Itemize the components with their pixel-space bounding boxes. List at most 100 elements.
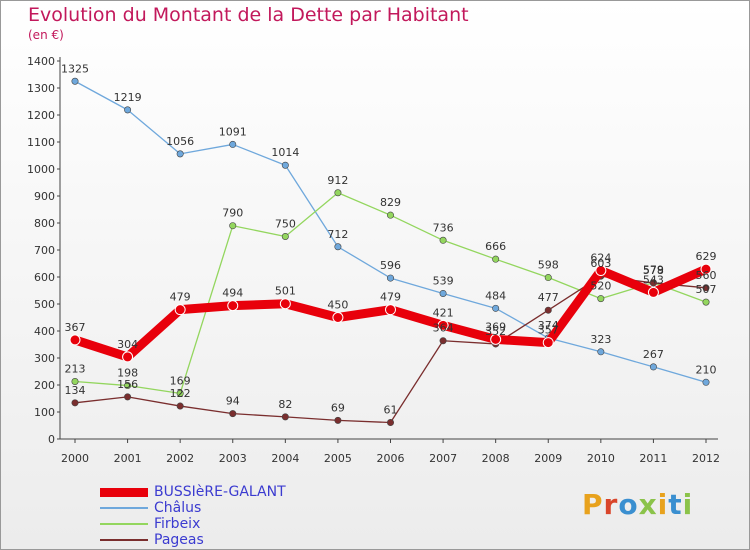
data-point-1: [386, 274, 394, 282]
data-label: 494: [222, 287, 243, 300]
x-tick-label: 2010: [587, 452, 615, 465]
data-point-2: [71, 377, 79, 385]
data-point-0: [647, 286, 659, 298]
y-tick-label: 500: [34, 298, 55, 311]
logo-letter: i: [657, 488, 669, 521]
x-tick-label: 2000: [61, 452, 89, 465]
data-label: 122: [170, 387, 191, 400]
data-label: 598: [538, 259, 559, 272]
data-point-0: [700, 263, 712, 275]
data-point-0: [542, 337, 554, 349]
data-label: 213: [65, 362, 86, 375]
y-tick-label: 600: [34, 271, 55, 284]
x-tick-label: 2011: [639, 452, 667, 465]
legend-item: Firbeix: [100, 516, 286, 532]
data-point-3: [176, 402, 184, 410]
y-tick-label: 100: [34, 406, 55, 419]
y-tick-label: 900: [34, 190, 55, 203]
data-point-2: [597, 295, 605, 303]
data-label: 750: [275, 218, 296, 231]
legend-label-firbeix: Firbeix: [154, 516, 201, 532]
chart-subtitle: (en €): [28, 28, 64, 42]
data-label: 539: [433, 274, 454, 287]
data-label: 352: [485, 325, 506, 338]
data-point-3: [386, 419, 394, 427]
data-point-1: [281, 161, 289, 169]
data-point-0: [490, 333, 502, 345]
data-label: 712: [327, 228, 348, 241]
data-label: 82: [278, 398, 292, 411]
data-label: 596: [380, 259, 401, 272]
data-label: 450: [327, 299, 348, 312]
x-tick-label: 2008: [482, 452, 510, 465]
logo-letter: P: [582, 488, 604, 521]
data-label: 421: [433, 306, 454, 319]
data-point-0: [385, 304, 396, 316]
x-tick-label: 2005: [324, 452, 352, 465]
data-point-3: [124, 393, 132, 401]
data-point-1: [229, 140, 237, 148]
data-point-2: [124, 382, 132, 390]
data-point-0: [279, 298, 291, 310]
data-label: 624: [590, 252, 611, 265]
data-label: 367: [65, 321, 86, 334]
x-tick-label: 2012: [692, 452, 720, 465]
data-label: 603: [590, 257, 611, 270]
data-point-1: [702, 378, 710, 386]
y-tick-label: 1000: [27, 163, 55, 176]
legend-swatch-bussiere: [100, 487, 148, 497]
data-label: 477: [538, 291, 559, 304]
data-label: 578: [643, 264, 664, 277]
data-label: 94: [226, 395, 240, 408]
legend-label-chalus: Châlus: [154, 500, 202, 516]
data-point-0: [69, 334, 81, 346]
data-label: 1091: [219, 125, 247, 138]
data-label: 579: [643, 264, 664, 277]
data-label: 304: [117, 338, 138, 351]
data-point-0: [227, 300, 239, 312]
chart-title: Evolution du Montant de la Dette par Hab…: [28, 4, 469, 26]
data-point-1: [649, 363, 657, 371]
y-tick-label: 800: [34, 217, 55, 230]
x-tick-label: 2001: [114, 452, 142, 465]
data-point-2: [702, 298, 710, 306]
data-point-3: [229, 410, 237, 418]
data-label: 267: [643, 348, 664, 361]
data-label: 1325: [61, 62, 89, 75]
data-point-1: [439, 289, 447, 297]
x-tick-label: 2006: [377, 452, 405, 465]
legend-label-bussiere: BUSSIèRE-GALANT: [154, 484, 286, 500]
y-tick-label: 300: [34, 352, 55, 365]
x-tick-label: 2004: [271, 452, 299, 465]
y-tick-label: 400: [34, 325, 55, 338]
data-label: 560: [696, 269, 717, 282]
data-point-2: [544, 274, 552, 282]
x-tick-label: 2009: [534, 452, 562, 465]
data-label: 1014: [271, 146, 299, 159]
data-point-2: [176, 389, 184, 397]
series-line-1: [74, 80, 707, 383]
data-label: 369: [485, 320, 506, 333]
data-label: 69: [331, 401, 345, 414]
data-label: 169: [170, 374, 191, 387]
y-tick-label: 1400: [27, 55, 55, 68]
data-label: 736: [433, 221, 454, 234]
data-point-3: [544, 306, 552, 314]
data-label: 829: [380, 196, 401, 209]
legend-item: Pageas: [100, 532, 286, 548]
y-tick-label: 1300: [27, 82, 55, 95]
data-point-1: [597, 348, 605, 356]
data-point-2: [492, 255, 500, 263]
data-label: 507: [696, 283, 717, 296]
data-label: 484: [485, 289, 506, 302]
data-label: 61: [384, 404, 398, 417]
proxiti-logo: Proxiti: [582, 488, 693, 521]
legend-label-pageas: Pageas: [154, 532, 204, 548]
data-point-1: [71, 77, 79, 85]
data-point-2: [386, 211, 394, 219]
data-label: 357: [538, 324, 559, 337]
data-point-2: [334, 189, 342, 197]
data-point-3: [334, 416, 342, 424]
